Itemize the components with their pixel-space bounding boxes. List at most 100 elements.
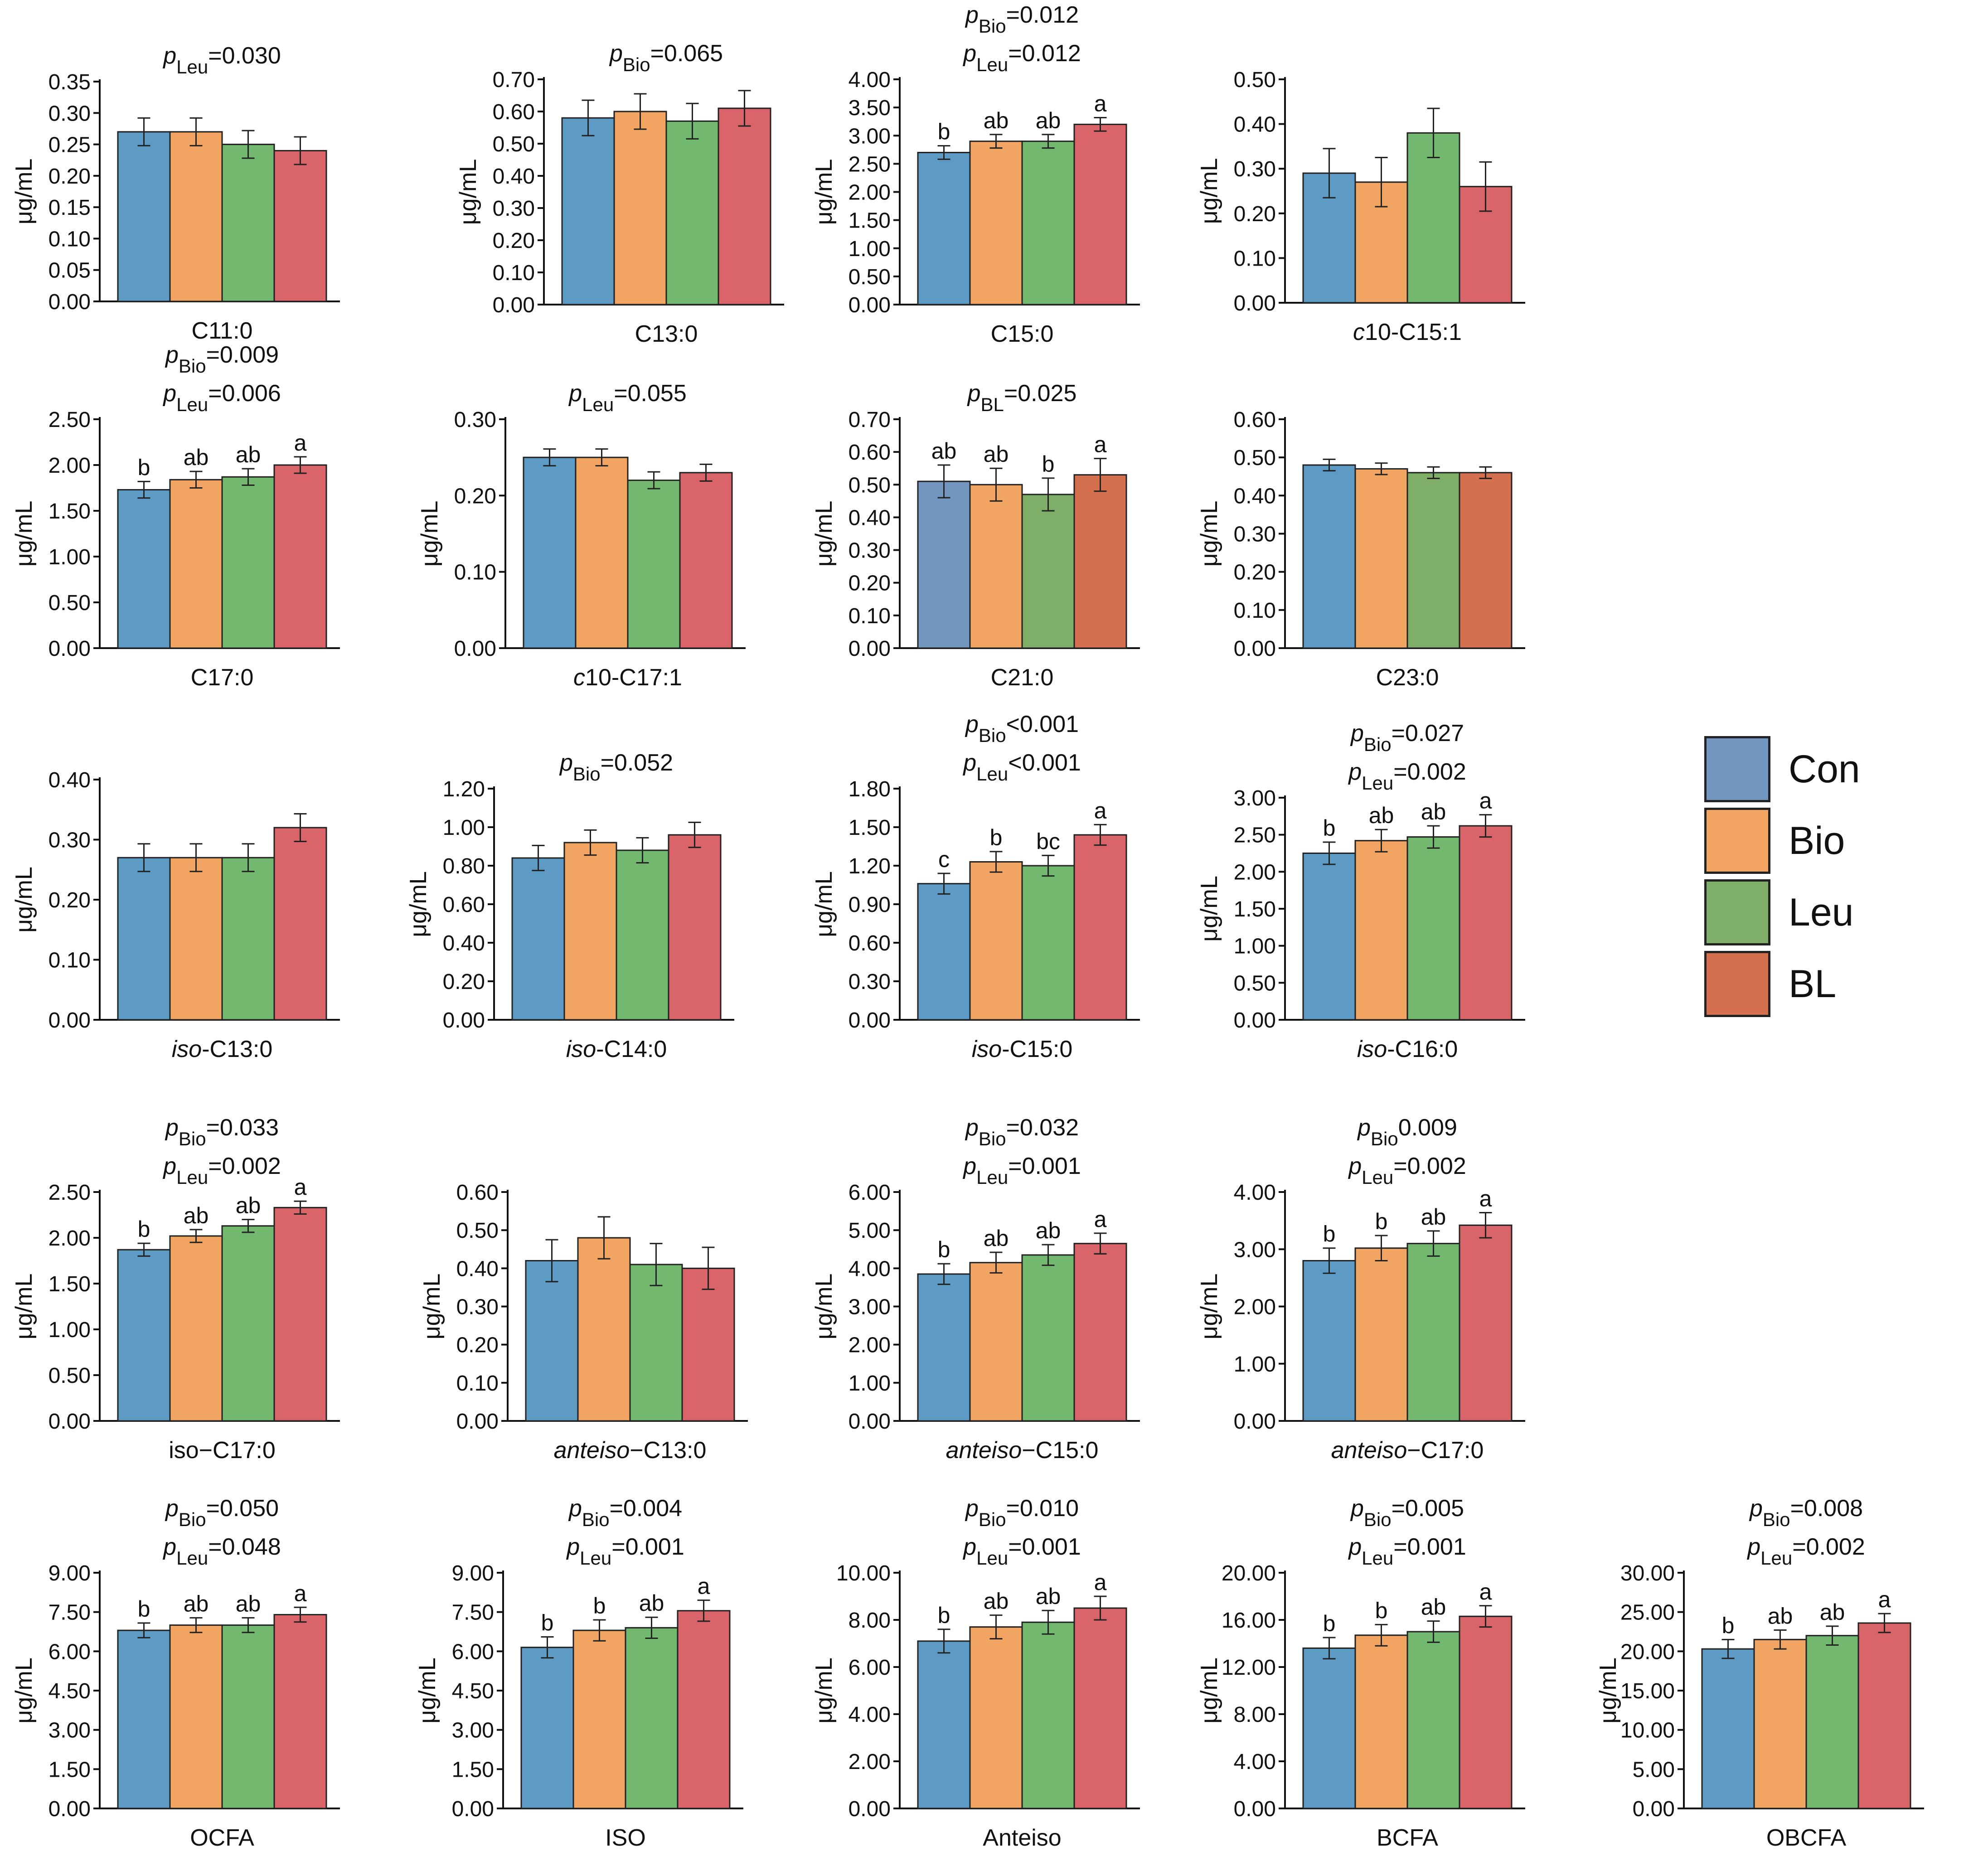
significance-letter: ab bbox=[1036, 1218, 1061, 1243]
y-tick-label: 0.50 bbox=[1234, 68, 1276, 92]
legend-label-bio: Bio bbox=[1789, 819, 1845, 863]
significance-letter: a bbox=[1878, 1587, 1891, 1612]
y-tick-label: 1.50 bbox=[48, 1758, 91, 1782]
y-axis-label: μg/mL bbox=[1196, 158, 1222, 224]
bar-leu bbox=[1406, 1631, 1460, 1809]
y-tick-label: 0.10 bbox=[48, 227, 91, 251]
y-tick-label: 0.50 bbox=[1234, 446, 1276, 470]
legend-item-con: Con bbox=[1704, 733, 1931, 805]
bar-leu bbox=[221, 144, 275, 302]
y-tick-label: 1.00 bbox=[48, 1318, 91, 1342]
bar-con bbox=[520, 1647, 574, 1809]
bar-leu bbox=[221, 1624, 275, 1809]
y-axis-label: μg/mL bbox=[11, 1274, 37, 1340]
bar-bio bbox=[169, 479, 223, 649]
bar-bl bbox=[273, 1207, 327, 1422]
y-tick-label: 3.00 bbox=[849, 1295, 891, 1319]
y-tick-label: 4.50 bbox=[452, 1679, 494, 1703]
y-tick-label: 0.50 bbox=[849, 265, 891, 289]
bar-bl bbox=[679, 472, 733, 649]
x-axis-label: iso−C17:0 bbox=[169, 1437, 276, 1464]
y-tick-label: 0.10 bbox=[456, 1372, 499, 1396]
bar-bio bbox=[577, 1237, 631, 1422]
x-axis-label: iso-C15:0 bbox=[972, 1036, 1073, 1062]
significance-letter: b bbox=[1375, 1598, 1388, 1623]
bar-con bbox=[1302, 853, 1356, 1021]
bar-con bbox=[117, 1629, 171, 1809]
significance-letter: a bbox=[294, 1174, 307, 1200]
y-tick-label: 0.60 bbox=[1234, 408, 1276, 432]
y-tick-label: 16.00 bbox=[1222, 1609, 1276, 1633]
y-tick-label: 4.00 bbox=[1234, 1181, 1276, 1205]
y-tick-label: 0.50 bbox=[1234, 971, 1276, 995]
y-tick-label: 1.50 bbox=[849, 209, 891, 233]
x-axis-label: OBCFA bbox=[1766, 1825, 1847, 1851]
y-tick-label: 0.30 bbox=[849, 539, 891, 563]
y-axis-label: μg/mL bbox=[11, 867, 37, 933]
bar-bio bbox=[1354, 468, 1408, 649]
legend-label-leu: Leu bbox=[1789, 890, 1854, 934]
p-value-annotation: pBio<0.001 bbox=[965, 711, 1079, 746]
y-tick-label: 0.00 bbox=[48, 290, 91, 314]
panel-2: 0.00 0.10 0.20 0.30 0.40 0.50 0.60 0.70 μg/mL C13… bbox=[455, 40, 784, 347]
bar-bio bbox=[969, 1262, 1023, 1422]
bar-con bbox=[117, 857, 171, 1021]
bar-bio bbox=[575, 456, 629, 649]
bar-bl bbox=[668, 834, 722, 1021]
y-tick-label: 10.00 bbox=[1620, 1719, 1675, 1743]
significance-letter: ab bbox=[236, 1591, 261, 1616]
y-tick-label: 7.50 bbox=[452, 1601, 494, 1625]
y-tick-label: 0.50 bbox=[456, 1219, 499, 1243]
significance-letter: ab bbox=[236, 442, 261, 467]
y-tick-label: 9.00 bbox=[452, 1561, 494, 1585]
x-axis-label: C17:0 bbox=[191, 664, 254, 691]
y-tick-label: 0.20 bbox=[456, 1333, 499, 1357]
y-tick-label: 0.00 bbox=[493, 293, 535, 317]
y-tick-label: 2.50 bbox=[849, 152, 891, 176]
y-tick-label: 1.00 bbox=[1234, 1352, 1276, 1376]
y-tick-label: 1.50 bbox=[452, 1758, 494, 1782]
y-tick-label: 1.50 bbox=[849, 816, 891, 840]
significance-letter: b bbox=[1042, 451, 1055, 477]
y-tick-label: 1.00 bbox=[849, 1372, 891, 1396]
p-value-annotation: pBL=0.025 bbox=[967, 380, 1077, 415]
y-tick-label: 0.20 bbox=[1234, 561, 1276, 585]
y-tick-label: 0.40 bbox=[48, 768, 91, 792]
y-tick-label: 0.20 bbox=[1234, 202, 1276, 226]
y-tick-label: 1.00 bbox=[48, 545, 91, 569]
x-axis-label: c10-C17:1 bbox=[573, 664, 682, 691]
bar-bl bbox=[273, 150, 327, 302]
y-tick-label: 0.40 bbox=[849, 506, 891, 530]
bar-con bbox=[917, 1640, 971, 1809]
y-tick-label: 0.00 bbox=[454, 637, 496, 661]
y-tick-label: 0.30 bbox=[48, 829, 91, 853]
bar-bl bbox=[1857, 1622, 1911, 1809]
significance-letter: ab bbox=[984, 108, 1009, 133]
y-tick-label: 3.00 bbox=[849, 124, 891, 148]
y-tick-label: 3.00 bbox=[1234, 1238, 1276, 1262]
y-tick-label: 0.30 bbox=[1234, 523, 1276, 547]
significance-letter: ab bbox=[984, 441, 1009, 467]
bar-leu bbox=[1406, 132, 1460, 304]
y-tick-label: 0.90 bbox=[849, 893, 891, 917]
panel-16: 0.00 1.00 2.00 3.00 4.00 μg/mL b b ab a anteiso−C1… bbox=[1196, 1115, 1525, 1464]
y-tick-label: 0.50 bbox=[493, 132, 535, 156]
y-tick-label: 0.20 bbox=[849, 572, 891, 596]
significance-letter: b bbox=[541, 1610, 554, 1636]
y-tick-label: 0.30 bbox=[454, 408, 496, 432]
legend-item-leu: Leu bbox=[1704, 877, 1931, 948]
y-tick-label: 0.00 bbox=[456, 1410, 499, 1434]
significance-letter: c bbox=[938, 847, 950, 872]
x-axis-label: anteiso−C17:0 bbox=[1331, 1437, 1484, 1464]
y-tick-label: 10.00 bbox=[836, 1561, 891, 1585]
bar-bio bbox=[969, 484, 1023, 649]
y-tick-label: 0.40 bbox=[456, 1257, 499, 1281]
y-tick-label: 0.00 bbox=[849, 1797, 891, 1821]
bar-bio bbox=[169, 1235, 223, 1422]
bar-con bbox=[525, 1260, 579, 1422]
y-tick-label: 0.00 bbox=[1234, 1410, 1276, 1434]
panel-15: 0.00 1.00 2.00 3.00 4.00 5.00 6.00 μg/mL b ab ab a a… bbox=[811, 1115, 1140, 1464]
y-tick-label: 0.25 bbox=[48, 133, 91, 157]
x-axis-label: iso-C14:0 bbox=[566, 1036, 667, 1062]
p-value-annotation: pLeu=0.012 bbox=[962, 40, 1081, 75]
